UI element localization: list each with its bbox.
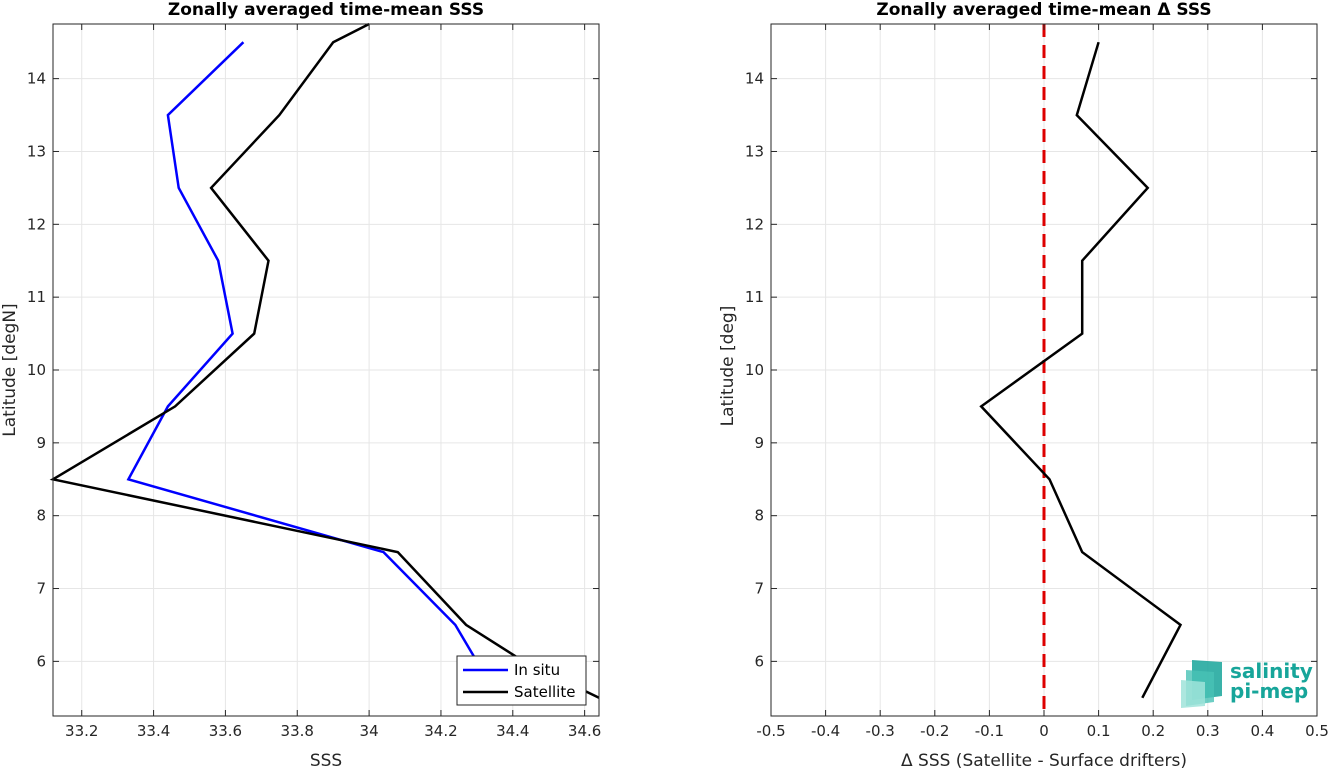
x-tick-label: 0.1 — [1087, 722, 1111, 740]
x-tick-label: 0.4 — [1250, 722, 1274, 740]
y-tick-label: 11 — [27, 288, 46, 306]
left-x-axis-label: SSS — [310, 751, 342, 769]
y-tick-label: 13 — [27, 142, 46, 160]
x-tick-label: -0.3 — [866, 722, 895, 740]
y-tick-label: 14 — [745, 70, 764, 88]
x-tick-label: 33.8 — [281, 722, 314, 740]
x-tick-label: 33.2 — [65, 722, 98, 740]
y-tick-label: 12 — [27, 215, 46, 233]
x-tick-label: 34.2 — [424, 722, 457, 740]
y-tick-label: 13 — [745, 142, 764, 160]
y-tick-label: 7 — [36, 580, 46, 598]
x-tick-label: 34.6 — [568, 722, 601, 740]
wave-logo-icon — [1181, 660, 1222, 708]
logo-text-pi-mep: pi-mep — [1230, 679, 1308, 703]
x-tick-label: 0.5 — [1305, 722, 1329, 740]
y-tick-label: 7 — [754, 580, 764, 598]
x-tick-label: 0.2 — [1141, 722, 1165, 740]
legend-box — [456, 655, 587, 706]
legend-label-satellite: Satellite — [514, 683, 575, 701]
delta-sss-line — [979, 41, 1183, 699]
x-tick-label: 0 — [1039, 722, 1049, 740]
y-tick-label: 14 — [27, 70, 46, 88]
x-tick-label: 34.4 — [496, 722, 529, 740]
x-tick-label: 0.3 — [1196, 722, 1220, 740]
y-tick-label: 6 — [754, 652, 764, 670]
y-tick-label: 10 — [27, 361, 46, 379]
right-chart-title: Zonally averaged time-mean Δ SSS — [876, 0, 1211, 20]
x-tick-label: 33.6 — [209, 722, 242, 740]
y-tick-label: 11 — [745, 288, 764, 306]
y-tick-label: 12 — [745, 215, 764, 233]
x-tick-label: 33.4 — [137, 722, 170, 740]
right-chart: -0.5 -0.4 -0.3 -0.2 -0.1 0 0.1 0.2 0.3 0.4 0.5 6 7 8 9… — [718, 0, 1329, 769]
series-line-in-situ — [126, 41, 489, 681]
salinity-pi-mep-logo: salinity pi-mep — [1181, 659, 1313, 708]
left-series — [49, 22, 600, 699]
y-tick-label: 8 — [754, 507, 764, 525]
series-line-satellite — [49, 22, 600, 699]
right-ticks: -0.5 -0.4 -0.3 -0.2 -0.1 0 0.1 0.2 0.3 0.4 0.5 6 7 8 9… — [745, 24, 1329, 740]
x-tick-label: -0.5 — [756, 722, 785, 740]
left-grid — [53, 24, 599, 716]
y-tick-label: 9 — [36, 434, 46, 452]
y-tick-label: 8 — [36, 507, 46, 525]
x-tick-label: 34 — [360, 722, 379, 740]
legend-label-in-situ: In situ — [514, 661, 560, 679]
y-tick-label: 9 — [754, 434, 764, 452]
left-chart-title: Zonally averaged time-mean SSS — [168, 0, 484, 20]
right-y-axis-label: Latitude [deg] — [718, 306, 738, 427]
right-series — [979, 41, 1183, 699]
left-y-axis-label: Latitude [degN] — [0, 303, 20, 436]
right-x-axis-label: Δ SSS (Satellite - Surface drifters) — [901, 751, 1187, 769]
logo-text-salinity: salinity — [1230, 659, 1313, 683]
y-tick-label: 6 — [36, 652, 46, 670]
left-chart: 33.2 33.4 33.6 33.8 34 34.2 34.4 34.6 6 7 8 9 10 11 12… — [0, 0, 601, 769]
legend: In situ Satellite — [456, 655, 587, 706]
left-ticks: 33.2 33.4 33.6 33.8 34 34.2 34.4 34.6 6 7 8 9 10 11 12… — [27, 24, 601, 740]
x-tick-label: -0.2 — [920, 722, 949, 740]
x-tick-label: -0.4 — [811, 722, 840, 740]
x-tick-label: -0.1 — [975, 722, 1004, 740]
y-tick-label: 10 — [745, 361, 764, 379]
